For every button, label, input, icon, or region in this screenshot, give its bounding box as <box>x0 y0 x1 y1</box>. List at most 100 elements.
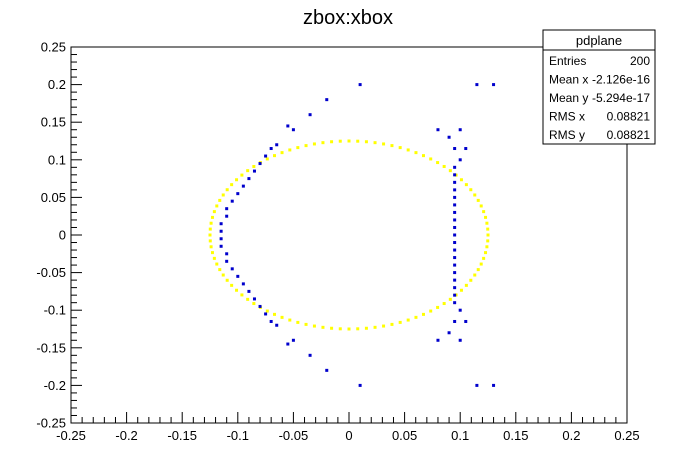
data-point <box>358 383 362 387</box>
data-point <box>458 158 462 162</box>
stats-box-title: pdplane <box>576 33 622 48</box>
data-point <box>221 273 225 277</box>
data-point <box>252 169 256 173</box>
x-tick-label: 0.2 <box>562 428 580 443</box>
data-point <box>421 312 425 316</box>
data-point <box>475 383 479 387</box>
data-point <box>453 173 457 177</box>
data-point <box>280 315 284 319</box>
data-point <box>448 297 452 301</box>
data-point <box>482 210 486 214</box>
x-tick-label: 0.25 <box>614 428 639 443</box>
data-point <box>459 288 463 292</box>
stats-row-value: 0.08821 <box>607 128 651 142</box>
data-point <box>225 259 229 263</box>
data-point <box>325 368 329 372</box>
data-point <box>296 320 300 324</box>
data-point <box>447 135 451 139</box>
data-point <box>492 383 496 387</box>
data-point <box>486 239 490 243</box>
data-point <box>225 278 229 282</box>
data-point <box>247 289 251 293</box>
data-point <box>338 327 342 331</box>
stats-box-frame <box>542 29 656 145</box>
data-point <box>373 141 377 145</box>
data-point <box>464 283 468 287</box>
data-point <box>464 319 468 323</box>
data-point <box>225 214 229 218</box>
data-point <box>219 229 223 233</box>
stats-row-value: -5.294e-17 <box>592 91 650 105</box>
data-point <box>476 198 480 202</box>
data-point <box>356 139 360 143</box>
data-point <box>241 282 245 286</box>
data-point <box>458 338 462 342</box>
y-tick-label: -0.2 <box>44 378 66 393</box>
data-point <box>347 139 351 143</box>
data-point <box>219 244 223 248</box>
data-point <box>275 143 279 147</box>
data-point <box>225 207 229 211</box>
data-point <box>212 256 216 260</box>
data-point <box>390 322 394 326</box>
data-point <box>230 267 234 271</box>
data-point <box>453 293 457 297</box>
data-point <box>210 251 214 255</box>
data-point <box>429 309 433 313</box>
data-point <box>356 327 360 331</box>
data-point <box>209 221 213 225</box>
y-tick-label: -0.25 <box>36 416 66 431</box>
data-point <box>358 83 362 87</box>
stats-row-value: 0.08821 <box>607 110 651 124</box>
data-point <box>485 245 489 249</box>
data-point <box>390 144 394 148</box>
x-tick-label: 0.1 <box>451 428 469 443</box>
stats-row-value: 200 <box>630 54 650 68</box>
data-point <box>308 353 312 357</box>
stats-row-label: Mean x <box>549 73 588 87</box>
data-point <box>453 180 457 184</box>
data-point <box>485 221 489 225</box>
data-point <box>382 324 386 328</box>
data-point <box>484 215 488 219</box>
y-tick-label: -0.1 <box>44 303 66 318</box>
data-point <box>212 210 216 214</box>
data-point <box>492 83 496 87</box>
data-point <box>453 218 457 222</box>
data-point <box>473 273 477 277</box>
y-tick-label: 0.05 <box>41 190 66 205</box>
y-tick-label: 0 <box>59 228 66 243</box>
data-point <box>209 245 213 249</box>
data-point <box>475 83 479 87</box>
data-point <box>291 338 295 342</box>
data-point <box>330 140 334 144</box>
data-point <box>264 312 268 316</box>
data-point <box>453 241 457 245</box>
data-point <box>486 227 490 231</box>
data-point <box>288 318 292 322</box>
stats-row-label: RMS x <box>549 110 585 124</box>
data-point <box>210 215 214 219</box>
data-point <box>221 193 225 197</box>
data-point <box>414 151 418 155</box>
data-point <box>304 322 308 326</box>
data-point <box>241 184 245 188</box>
data-point <box>246 169 250 173</box>
data-point <box>258 304 262 308</box>
data-point <box>447 331 451 335</box>
data-point <box>247 177 251 181</box>
y-tick-label: 0.15 <box>41 115 66 130</box>
stats-row-label: Mean y <box>549 91 588 105</box>
data-point <box>321 141 325 145</box>
x-tick-label: 0 <box>345 428 352 443</box>
data-point <box>469 278 473 282</box>
stats-row-label: Entries <box>549 54 586 68</box>
data-point <box>273 312 277 316</box>
x-tick-label: -0.05 <box>279 428 309 443</box>
data-point <box>414 315 418 319</box>
data-point <box>240 173 244 177</box>
data-point <box>442 164 446 168</box>
data-point <box>453 256 457 260</box>
data-point <box>453 278 457 282</box>
data-point <box>373 325 377 329</box>
